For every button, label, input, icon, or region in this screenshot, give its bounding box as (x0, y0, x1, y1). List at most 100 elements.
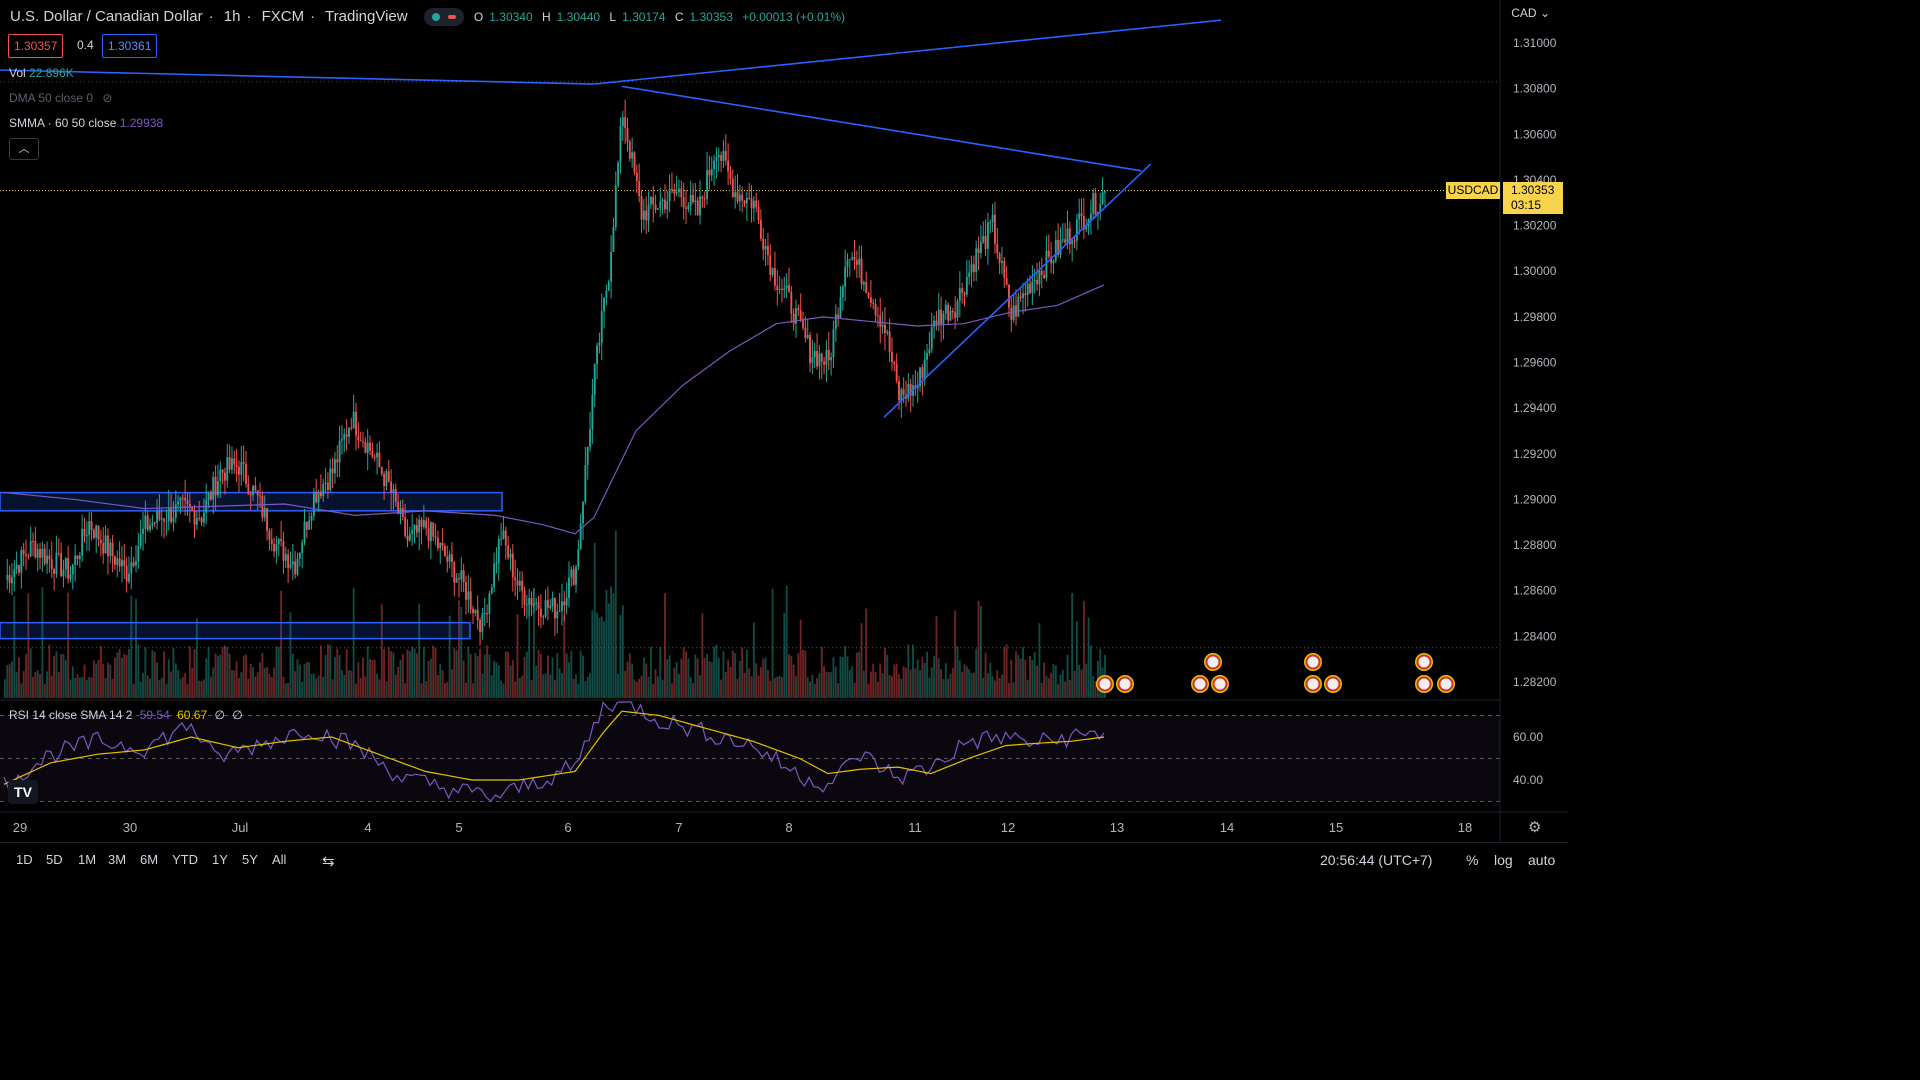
volume-bar (1078, 664, 1081, 698)
range-button-all[interactable]: All (272, 852, 287, 867)
volume-bar (561, 673, 563, 698)
candle-body (551, 597, 554, 606)
volume-bar (724, 671, 727, 698)
triangle-lower-trendline[interactable] (883, 163, 1152, 418)
volume-bar (209, 676, 212, 698)
volume-bar (907, 644, 910, 698)
smma-legend[interactable]: SMMA · 60 50 close 1.29938 (9, 116, 164, 130)
candle-body (29, 540, 32, 557)
range-button-6m[interactable]: 6M (140, 852, 159, 867)
volume-bar (656, 676, 659, 698)
close-value: 1.30353 (689, 10, 733, 24)
rsi-legend[interactable]: RSI 14 close SMA 14 2 59.54 60.67 ∅ ∅ (9, 708, 243, 722)
price-axis-label: 1.30800 (1513, 82, 1557, 96)
volume-bar (642, 657, 645, 698)
candle-body (830, 357, 833, 361)
range-button-5y[interactable]: 5Y (242, 852, 258, 867)
upper-resistance-trendline[interactable] (593, 19, 1222, 85)
candle-body (474, 609, 477, 614)
candle-body (226, 457, 229, 481)
symbol-title[interactable]: U.S. Dollar / Canadian Dollar (10, 8, 203, 25)
volume-bar (874, 671, 877, 698)
gear-icon[interactable]: ⚙ (1528, 819, 1542, 836)
volume-bar (432, 645, 435, 698)
candle-body (734, 192, 737, 197)
volume-bar (514, 681, 517, 698)
price-chart[interactable]: 1.310001.308001.306001.304001.302001.300… (0, 0, 1568, 882)
upper-resistance-left-trendline[interactable] (0, 69, 594, 85)
candle-body (282, 541, 285, 561)
volume-bar (130, 595, 133, 698)
auto-toggle[interactable]: auto (1528, 852, 1556, 868)
volume-bar (944, 663, 947, 698)
candle-body (343, 434, 346, 440)
volume-bar (228, 653, 231, 698)
buy-price-button[interactable]: 1.30361 (102, 34, 158, 58)
eye-hidden-icon[interactable]: ⊘ (102, 91, 113, 105)
volume-bar (949, 673, 952, 698)
tradingview-logo-icon[interactable]: TV (8, 780, 38, 804)
candle-body (266, 508, 268, 531)
candle-body (46, 555, 48, 564)
date-range-icon[interactable]: ⇆ (322, 853, 335, 870)
volume-bar (603, 621, 606, 698)
candle-body (523, 590, 526, 605)
interval-label[interactable]: 1h (223, 8, 241, 25)
candle-body (207, 493, 210, 500)
candle-body (352, 411, 355, 428)
volume-bar (832, 657, 835, 698)
volume-bar (766, 670, 769, 698)
volume-bar (577, 683, 580, 698)
volume-bar (572, 678, 575, 698)
range-button-3m[interactable]: 3M (108, 852, 127, 867)
candle-body (935, 320, 938, 325)
volume-bar (502, 683, 505, 698)
candle-body (806, 334, 809, 338)
range-button-ytd[interactable]: YTD (172, 852, 198, 867)
support-zone[interactable] (0, 621, 471, 640)
percent-toggle[interactable]: % (1466, 852, 1479, 868)
candle-body (502, 530, 505, 539)
volume-bar (905, 668, 907, 698)
event-flag-inner-icon (1438, 676, 1454, 692)
candle-body (975, 248, 978, 272)
volume-bar (404, 683, 407, 698)
triangle-upper-trendline[interactable] (621, 85, 1142, 172)
volume-bar (720, 679, 723, 698)
market-status-indicator[interactable] (423, 8, 464, 27)
candle-body (666, 201, 669, 210)
candle-body (579, 523, 582, 550)
volume-bar (1080, 669, 1083, 698)
volume-bar (181, 676, 184, 698)
clock-readout[interactable]: 20:56:44 (UTC+7) (1320, 852, 1433, 868)
log-toggle[interactable]: log (1494, 852, 1513, 868)
candle-body (1068, 228, 1071, 245)
status-dot-icon (431, 13, 440, 22)
range-button-1d[interactable]: 1D (16, 852, 33, 867)
volume-bar (1059, 674, 1062, 698)
volume-bar (888, 674, 891, 698)
range-button-1y[interactable]: 1Y (212, 852, 228, 867)
collapse-legend-button[interactable]: ︿ (9, 138, 39, 160)
currency-selector[interactable]: CAD ⌄ (1511, 6, 1550, 20)
candle-body (221, 469, 224, 473)
volume-bar (841, 657, 844, 698)
candle-body (692, 194, 694, 203)
volume-bar (968, 669, 971, 698)
volume-legend[interactable]: Vol 22.896K (9, 66, 74, 80)
volume-bar (294, 671, 297, 698)
volume-bar (963, 664, 966, 698)
volume-bar (752, 622, 755, 698)
sell-price-button[interactable]: 1.30357 (8, 34, 64, 58)
volume-bar (224, 645, 226, 698)
range-button-5d[interactable]: 5D (46, 852, 63, 867)
volume-bar (860, 623, 863, 698)
range-button-1m[interactable]: 1M (78, 852, 97, 867)
volume-bar (425, 681, 428, 698)
candle-body (427, 528, 430, 542)
candle-body (439, 542, 442, 549)
dma-legend[interactable]: DMA 50 close 0 ⊘ (9, 91, 113, 105)
candle-body (797, 308, 800, 311)
candle-body (635, 172, 638, 182)
candle-body (933, 320, 936, 327)
